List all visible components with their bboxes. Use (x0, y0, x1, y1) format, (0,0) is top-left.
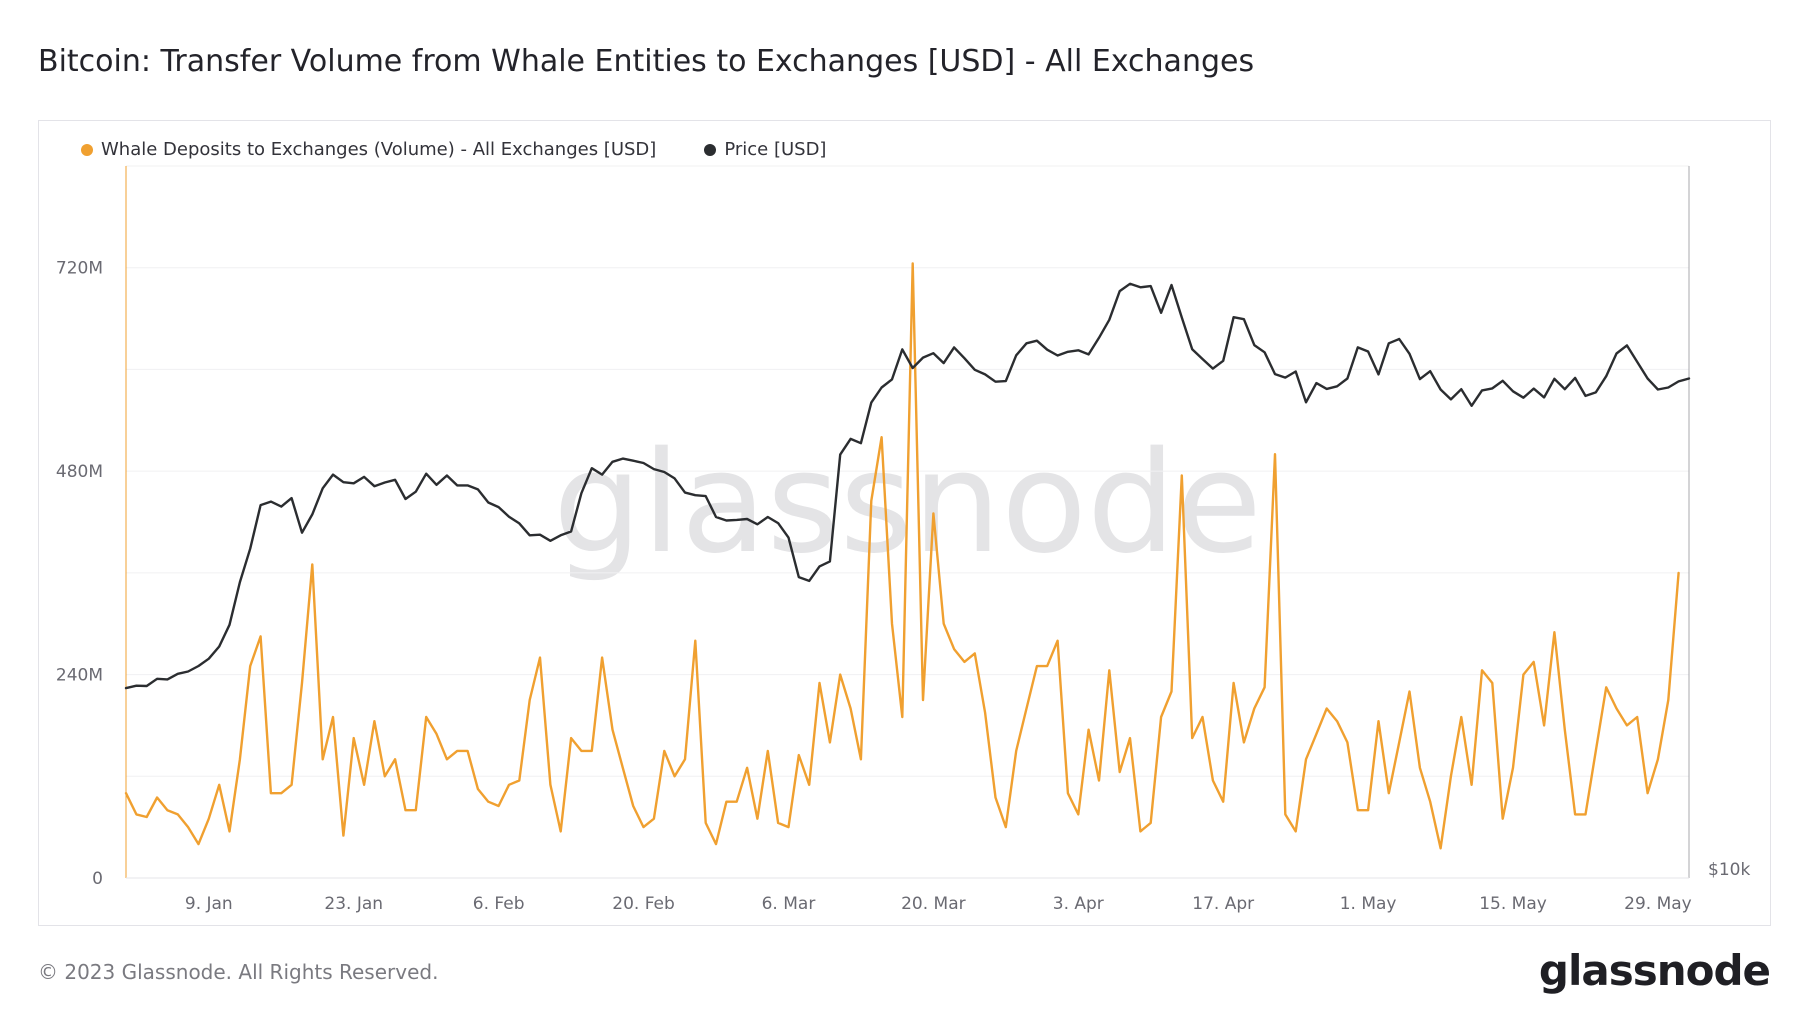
x-tick-label: 15. May (1479, 894, 1547, 914)
legend-price-marker-icon (704, 143, 717, 156)
y-tick-label: 720M (56, 259, 103, 279)
chart-title: Bitcoin: Transfer Volume from Whale Enti… (38, 44, 1255, 79)
y-tick-label: 0 (92, 869, 103, 889)
x-tick-label: 6. Mar (762, 894, 816, 914)
copyright-footer: © 2023 Glassnode. All Rights Reserved. (38, 960, 439, 984)
x-tick-label: 17. Apr (1192, 894, 1254, 914)
y-tick-label: 480M (56, 462, 103, 482)
legend-volume-label: Whale Deposits to Exchanges (Volume) - A… (101, 139, 657, 160)
series-line-whale-deposits (124, 262, 1680, 850)
glassnode-logo: glassnode (1538, 946, 1771, 995)
x-tick-label: 6. Feb (473, 894, 525, 914)
x-tick-label: 1. May (1340, 894, 1397, 914)
x-tick-label: 3. Apr (1053, 894, 1104, 914)
x-tick-label: 20. Feb (612, 894, 675, 914)
series-line-price (124, 282, 1691, 690)
x-tick-label: 29. May (1624, 894, 1692, 914)
legend-item-volume[interactable]: Whale Deposits to Exchanges (Volume) - A… (81, 139, 656, 160)
x-tick-label: 20. Mar (901, 894, 966, 914)
x-tick-label: 9. Jan (185, 894, 233, 914)
y-tick-label: 240M (56, 666, 103, 686)
chart-panel: Whale Deposits to Exchanges (Volume) - A… (38, 120, 1771, 926)
legend-volume-marker-icon (81, 143, 93, 156)
legend-price-label: Price [USD] (724, 139, 827, 160)
y-right-tick-label: $10k (1708, 860, 1750, 880)
chart-legend: Whale Deposits to Exchanges (Volume) - A… (81, 139, 826, 160)
legend-item-price[interactable]: Price [USD] (704, 139, 826, 160)
x-tick-label: 23. Jan (324, 894, 383, 914)
